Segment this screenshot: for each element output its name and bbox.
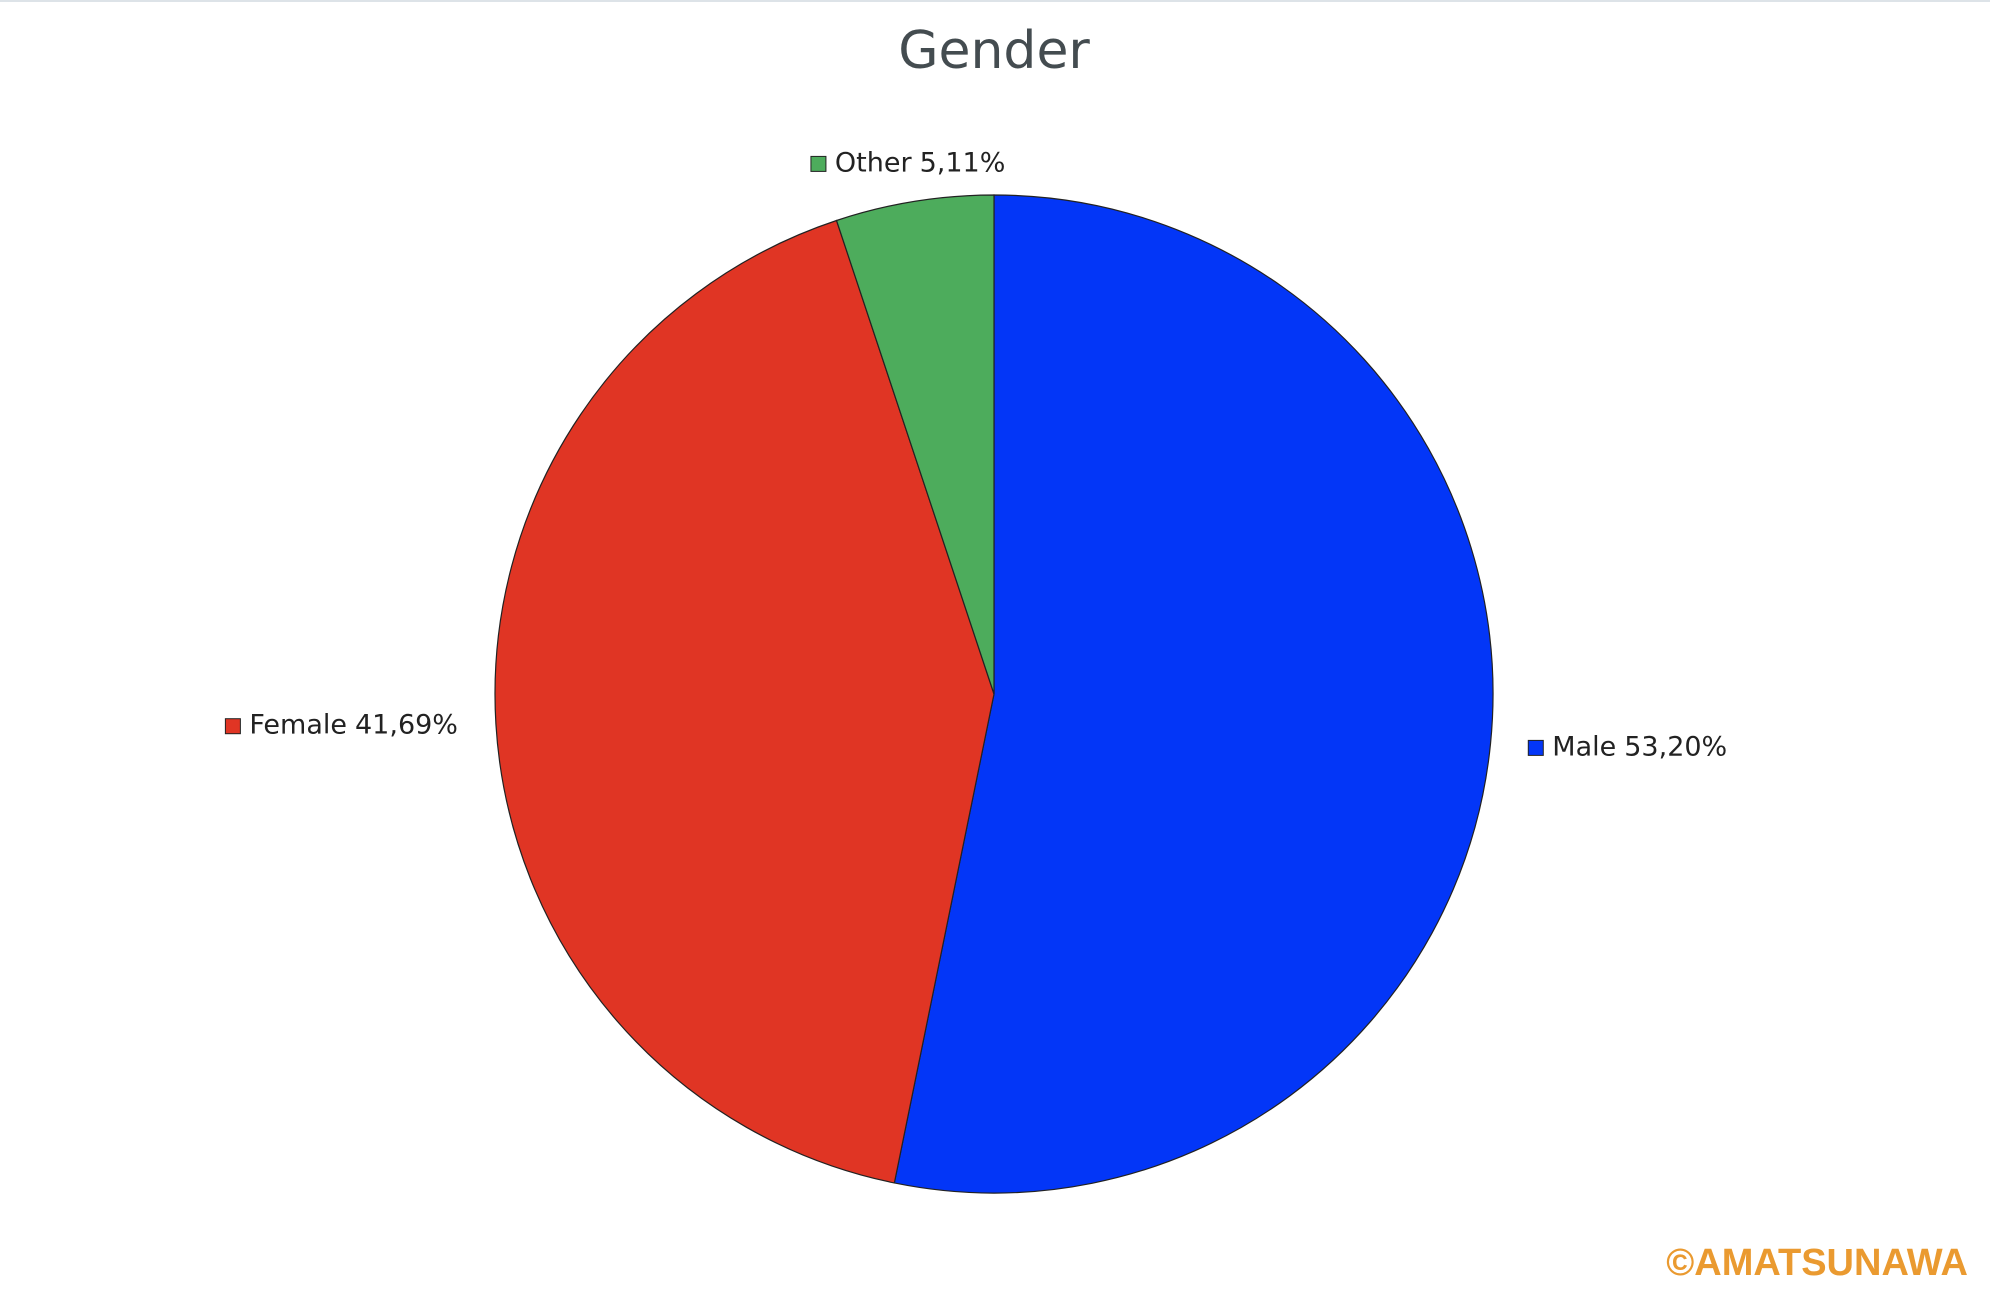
pie-slice: [835, 194, 995, 695]
legend-swatch: [1527, 739, 1544, 756]
legend-swatch: [810, 155, 827, 172]
slice-label-value: 53,20%: [1624, 731, 1727, 762]
watermark: ©AMATSUNAWA: [1666, 1242, 1968, 1284]
pie-slice: [893, 194, 1494, 1194]
slice-label-name: Male: [1552, 731, 1616, 762]
slice-label-value: 41,69%: [355, 710, 458, 741]
chart-title: Gender: [898, 21, 1090, 81]
slice-label-name: Other: [835, 147, 913, 178]
slice-label-value: 5,11%: [920, 147, 1006, 178]
pie-slice: [494, 219, 995, 1184]
legend-swatch: [224, 718, 241, 735]
slice-label-name: Female: [249, 710, 347, 741]
